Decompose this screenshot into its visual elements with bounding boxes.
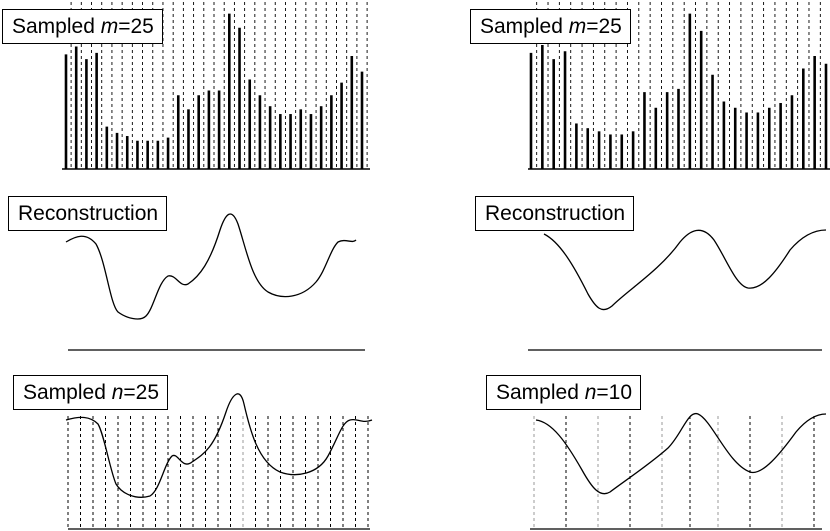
- bottom-right-label-suffix: =10: [596, 381, 633, 404]
- top-right-sample-bars: [529, 13, 828, 169]
- bottom-left-label: Sampled n=25: [13, 375, 169, 410]
- mid-right-label: Reconstruction: [475, 196, 635, 231]
- top-right-label-prefix: Sampled: [480, 15, 569, 38]
- mid-left-label: Reconstruction: [8, 196, 168, 231]
- top-right-grid-lines: [536, 2, 821, 169]
- bottom-right-label: Sampled n=10: [486, 375, 642, 410]
- bottom-right-label-var: n: [584, 381, 597, 404]
- top-left-grid-lines: [70, 2, 368, 169]
- bottom-left-sample-lines: [67, 416, 369, 529]
- bottom-right-label-prefix: Sampled: [496, 381, 585, 404]
- mid-left-reconstruction-curve: [65, 213, 357, 320]
- bottom-right-signal-curve: [535, 413, 827, 495]
- top-left-label: Sampled m=25: [2, 9, 163, 44]
- top-left-label-var: m: [100, 15, 119, 38]
- bottom-left-signal-curve: [65, 393, 373, 498]
- bottom-right-sample-lines: [533, 416, 815, 529]
- top-left-label-prefix: Sampled: [12, 15, 101, 38]
- top-right-label-suffix: =25: [586, 15, 622, 38]
- bottom-left-label-suffix: =25: [123, 381, 160, 404]
- bottom-left-label-var: n: [111, 381, 124, 404]
- top-left-label-suffix: =25: [118, 15, 154, 38]
- bottom-left-label-prefix: Sampled: [23, 381, 112, 404]
- mid-right-reconstruction-curve: [543, 229, 827, 311]
- top-left-sample-bars: [64, 13, 364, 169]
- top-right-label: Sampled m=25: [470, 9, 631, 44]
- top-right-label-var: m: [568, 15, 587, 38]
